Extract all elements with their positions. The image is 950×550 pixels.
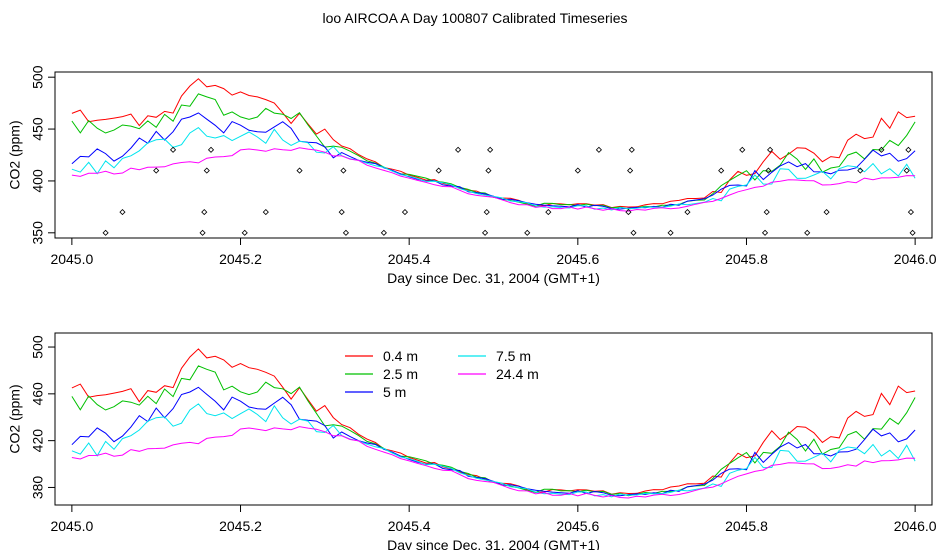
series-line-0-4-m xyxy=(71,348,916,495)
scatter-point xyxy=(595,146,602,153)
series-line-2-5-m xyxy=(71,93,916,210)
x-axis-label: Day since Dec. 31, 2004 (GMT+1) xyxy=(387,537,600,550)
scatter-point xyxy=(739,146,746,153)
scatter-point xyxy=(767,146,774,153)
legend-label: 2.5 m xyxy=(383,366,418,382)
scatter-point xyxy=(909,229,916,236)
x-tick-label: 2045.6 xyxy=(556,251,599,267)
y-tick-label: 400 xyxy=(30,169,46,193)
scatter-point xyxy=(380,229,387,236)
scatter-point xyxy=(667,229,674,236)
panel-1: 2045.0 2045.2 2045.4 2045.6 2045.8 2046.0 350 4… xyxy=(7,65,937,286)
scatter-point xyxy=(684,208,691,216)
scatter-point xyxy=(878,146,885,153)
y-tick-label: 460 xyxy=(30,382,46,406)
scatter-point xyxy=(625,208,632,216)
scatter-point xyxy=(903,167,910,174)
scatter-point xyxy=(340,167,347,174)
scatter-point xyxy=(761,229,769,236)
scatter-point xyxy=(342,229,349,236)
x-tick-label: 2045.2 xyxy=(219,251,262,267)
scatter-point xyxy=(207,146,215,153)
scatter-point xyxy=(241,229,248,236)
scatter-point xyxy=(338,208,345,216)
x-tick-label: 2045.8 xyxy=(725,518,768,534)
y-axis-label: CO2 (ppm) xyxy=(7,384,23,453)
series-line-24-4-m xyxy=(71,147,916,212)
y-tick-label: 350 xyxy=(30,221,46,245)
y-tick-label: 500 xyxy=(30,65,46,89)
y-tick-label: 500 xyxy=(30,335,46,359)
scatter-point xyxy=(455,146,462,153)
scatter-point xyxy=(857,167,864,174)
scatter-point xyxy=(628,146,635,153)
scatter-point xyxy=(630,229,637,236)
scatter-point xyxy=(765,167,772,174)
y-tick-label: 420 xyxy=(30,429,46,453)
scatter-point xyxy=(153,167,160,174)
scatter-point xyxy=(262,208,269,216)
scatter-point xyxy=(905,146,912,153)
x-tick-label: 2045.4 xyxy=(388,251,431,267)
scatter-point xyxy=(574,167,581,174)
scatter-point xyxy=(482,229,489,236)
plot-frame xyxy=(54,332,933,506)
chart-title: loo AIRCOA A Day 100807 Calibrated Times… xyxy=(322,10,628,26)
x-tick-label: 2045.2 xyxy=(219,518,262,534)
scatter-point xyxy=(201,208,208,216)
scatter-point xyxy=(487,146,494,153)
series-line-7-5-m xyxy=(71,126,916,211)
x-tick-label: 2045.0 xyxy=(50,518,93,534)
scatter-point xyxy=(763,208,770,216)
legend-label: 7.5 m xyxy=(496,348,531,364)
scatter-point xyxy=(627,167,634,174)
series-line-24-4-m xyxy=(71,426,916,499)
plot-frame xyxy=(54,71,933,239)
series-line-2-5-m xyxy=(71,365,916,497)
scatter-point xyxy=(545,208,552,216)
scatter-point xyxy=(823,208,830,216)
y-tick-label: 380 xyxy=(30,476,46,500)
x-tick-label: 2045.0 xyxy=(50,251,93,267)
x-tick-label: 2046.0 xyxy=(894,518,937,534)
scatter-point xyxy=(524,229,531,236)
scatter-point xyxy=(296,167,303,174)
scatter-point xyxy=(485,167,492,174)
y-tick-label: 450 xyxy=(30,117,46,141)
scatter-point xyxy=(804,229,811,236)
scatter-point xyxy=(199,229,206,236)
x-tick-label: 2045.8 xyxy=(725,251,768,267)
scatter-point xyxy=(718,167,725,174)
legend-label: 0.4 m xyxy=(383,348,418,364)
panel-2: 2045.0 2045.2 2045.4 2045.6 2045.8 2046.0 380 4… xyxy=(7,332,937,550)
scatter-point xyxy=(102,229,109,236)
x-tick-label: 2045.6 xyxy=(556,518,599,534)
series-line-0-4-m xyxy=(71,78,916,209)
scatter-point xyxy=(435,167,442,174)
x-axis-label: Day since Dec. 31, 2004 (GMT+1) xyxy=(387,270,600,286)
y-axis-label: CO2 (ppm) xyxy=(7,120,23,189)
scatter-point xyxy=(907,208,914,216)
legend-label: 24.4 m xyxy=(496,366,539,382)
series-line-7-5-m xyxy=(71,403,916,498)
scatter-point xyxy=(119,208,126,216)
legend-label: 5 m xyxy=(383,384,406,400)
scatter-point xyxy=(401,208,409,216)
scatter-point xyxy=(169,146,177,153)
x-tick-label: 2045.4 xyxy=(388,518,431,534)
x-tick-label: 2046.0 xyxy=(894,251,937,267)
scatter-point xyxy=(483,208,490,216)
scatter-point xyxy=(203,167,210,174)
